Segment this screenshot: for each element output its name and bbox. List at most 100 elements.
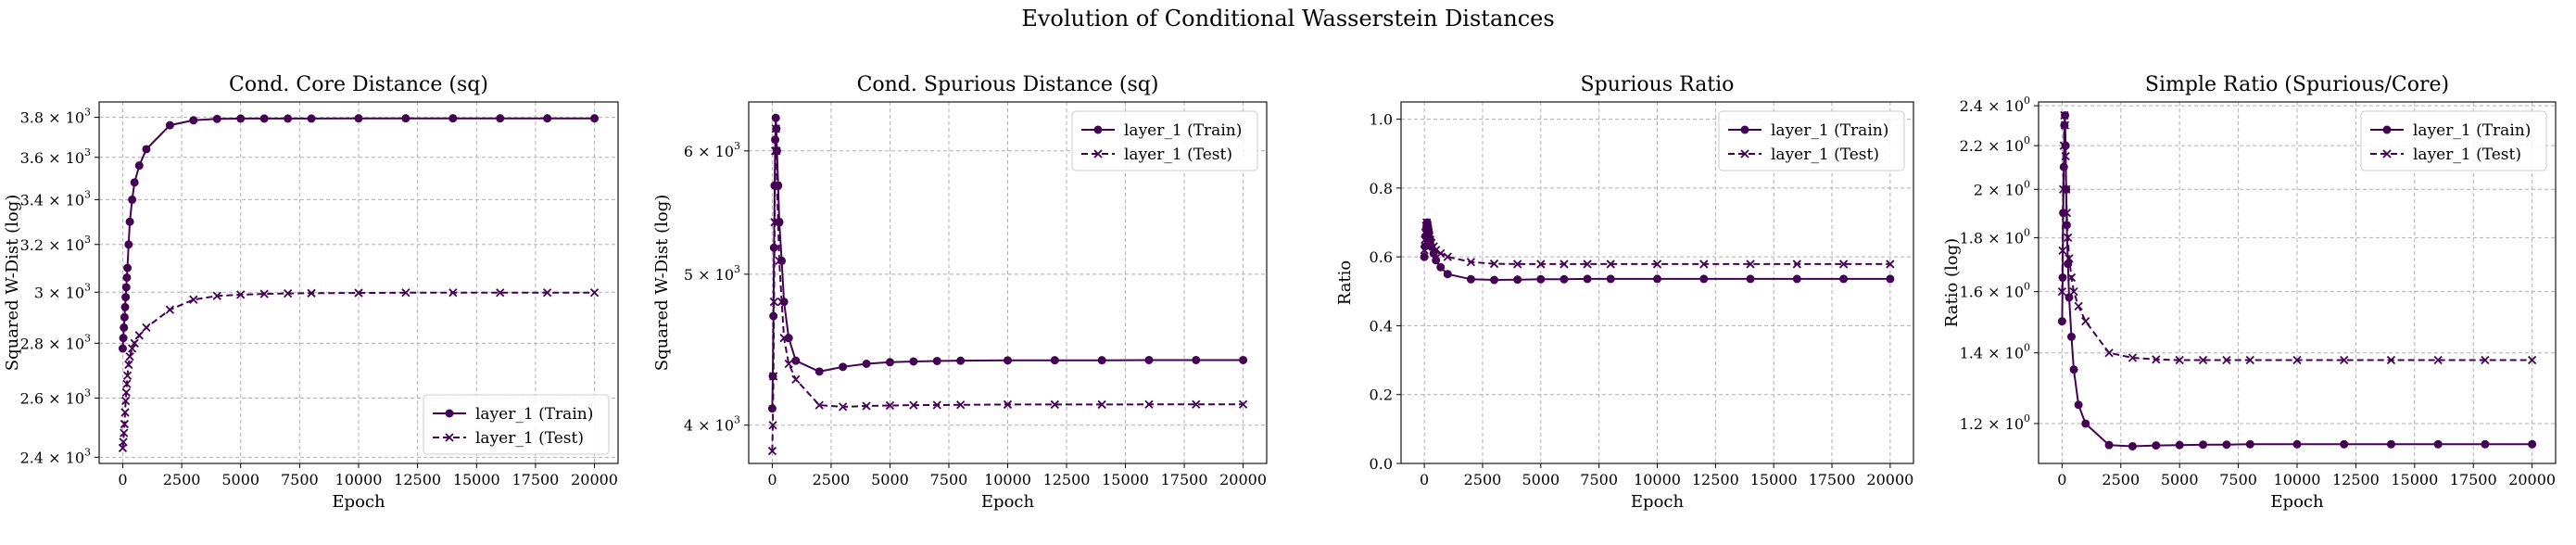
data-point <box>121 283 131 292</box>
y-tick-label: 2.8 × 103 <box>20 332 91 352</box>
data-point <box>1432 246 1441 255</box>
x-tick-label: 20000 <box>571 471 618 488</box>
data-point <box>1144 399 1154 409</box>
data-point <box>862 359 871 368</box>
data-point <box>134 331 144 340</box>
data-point <box>767 446 777 456</box>
y-tick-label: 2.4 × 103 <box>20 446 91 466</box>
data-point <box>1699 260 1709 269</box>
data-point <box>259 289 269 298</box>
data-point <box>1653 274 1661 284</box>
legend-marker <box>1740 149 1749 158</box>
x-tick-label: 5000 <box>871 471 909 488</box>
data-point <box>2386 355 2396 365</box>
x-tick-label: 2500 <box>1464 471 1502 488</box>
legend-label: layer_1 (Train) <box>1124 121 1242 140</box>
x-tick-label: 7500 <box>281 471 319 488</box>
data-point <box>1443 270 1452 279</box>
data-point <box>2104 349 2114 358</box>
x-tick-label: 17500 <box>511 471 559 488</box>
data-point <box>130 338 139 348</box>
data-point <box>401 288 410 298</box>
data-point <box>1652 260 1662 269</box>
y-tick-label: 0.6 <box>1370 248 1393 266</box>
y-tick-label: 5 × 103 <box>684 263 740 284</box>
data-point <box>496 288 505 298</box>
data-point <box>1050 356 1059 365</box>
legend: layer_1 (Train) layer_1 (Test) <box>1718 110 1905 171</box>
data-point <box>283 288 293 298</box>
data-point <box>2433 439 2443 449</box>
x-tick-label: 17500 <box>1161 471 1208 488</box>
series-test <box>118 288 600 453</box>
data-point <box>590 114 600 123</box>
data-point <box>1003 399 1013 410</box>
data-point <box>120 408 130 417</box>
y-axis-label: Squared W-Dist (log) <box>652 195 672 372</box>
chart-panel-4: 0 2500 5000 7500 10000 12500 15000 17500 20000 1.… <box>1942 73 2557 512</box>
y-tick-label: 0.4 <box>1370 317 1393 335</box>
data-point <box>354 288 363 298</box>
data-point <box>2175 355 2184 365</box>
data-point <box>1886 260 1895 269</box>
data-point <box>770 218 779 227</box>
data-point <box>2059 141 2068 150</box>
data-point <box>932 400 941 410</box>
series-line <box>771 128 1244 451</box>
x-tick-label: 7500 <box>1580 471 1618 488</box>
y-tick-label: 2.6 × 103 <box>20 387 91 407</box>
data-point <box>1838 260 1849 269</box>
y-tick-label: 1.6 × 100 <box>1960 281 2030 301</box>
data-point <box>2128 353 2138 362</box>
legend-marker <box>445 409 454 418</box>
data-point <box>1238 399 1248 409</box>
data-point <box>779 334 789 343</box>
data-point <box>284 114 293 123</box>
data-point <box>128 195 137 204</box>
data-point <box>121 293 131 302</box>
data-point <box>120 419 130 429</box>
data-point <box>814 367 824 376</box>
data-point <box>885 358 894 367</box>
data-point <box>1746 274 1755 284</box>
y-tick-label: 2.2 × 100 <box>1960 134 2030 155</box>
data-point <box>909 357 918 366</box>
data-point <box>120 323 129 332</box>
x-axis-label: Epoch <box>981 492 1035 512</box>
x-tick-label: 0 <box>2057 471 2066 488</box>
series-test <box>2057 110 2537 365</box>
data-point <box>2074 400 2083 410</box>
data-point <box>2340 355 2349 365</box>
data-point <box>165 305 175 314</box>
data-point <box>1513 260 1522 269</box>
x-tick-label: 7500 <box>2219 471 2257 488</box>
data-point <box>120 312 129 322</box>
x-tick-label: 5000 <box>221 471 259 488</box>
x-tick-label: 10000 <box>1634 471 1681 488</box>
data-point <box>448 288 458 298</box>
data-point <box>2065 254 2074 263</box>
data-point <box>122 272 132 282</box>
x-tick-label: 10000 <box>2274 471 2321 488</box>
data-point <box>2062 184 2071 194</box>
x-tick-label: 2500 <box>163 471 201 488</box>
data-point <box>125 217 134 226</box>
data-point <box>2528 439 2537 449</box>
x-tick-label: 2500 <box>2102 471 2140 488</box>
y-tick-label: 3.6 × 103 <box>20 146 91 167</box>
legend-marker <box>1740 125 1749 134</box>
chart-title: Cond. Spurious Distance (sq) <box>857 73 1159 96</box>
data-point <box>2481 355 2490 365</box>
legend-label: layer_1 (Train) <box>475 405 593 424</box>
data-point <box>774 218 783 227</box>
legend-marker <box>1093 125 1103 134</box>
x-axis-label: Epoch <box>332 492 385 512</box>
data-point <box>2062 209 2072 218</box>
data-point <box>142 323 151 333</box>
y-tick-label: 4 × 103 <box>684 414 740 435</box>
chart-panel-1: 0 2500 5000 7500 10000 12500 15000 17500 20000 2.… <box>3 73 619 512</box>
y-tick-label: 1.2 × 100 <box>1960 412 2030 433</box>
data-point <box>2060 110 2069 120</box>
data-point <box>2057 317 2066 326</box>
data-point <box>2433 355 2443 365</box>
